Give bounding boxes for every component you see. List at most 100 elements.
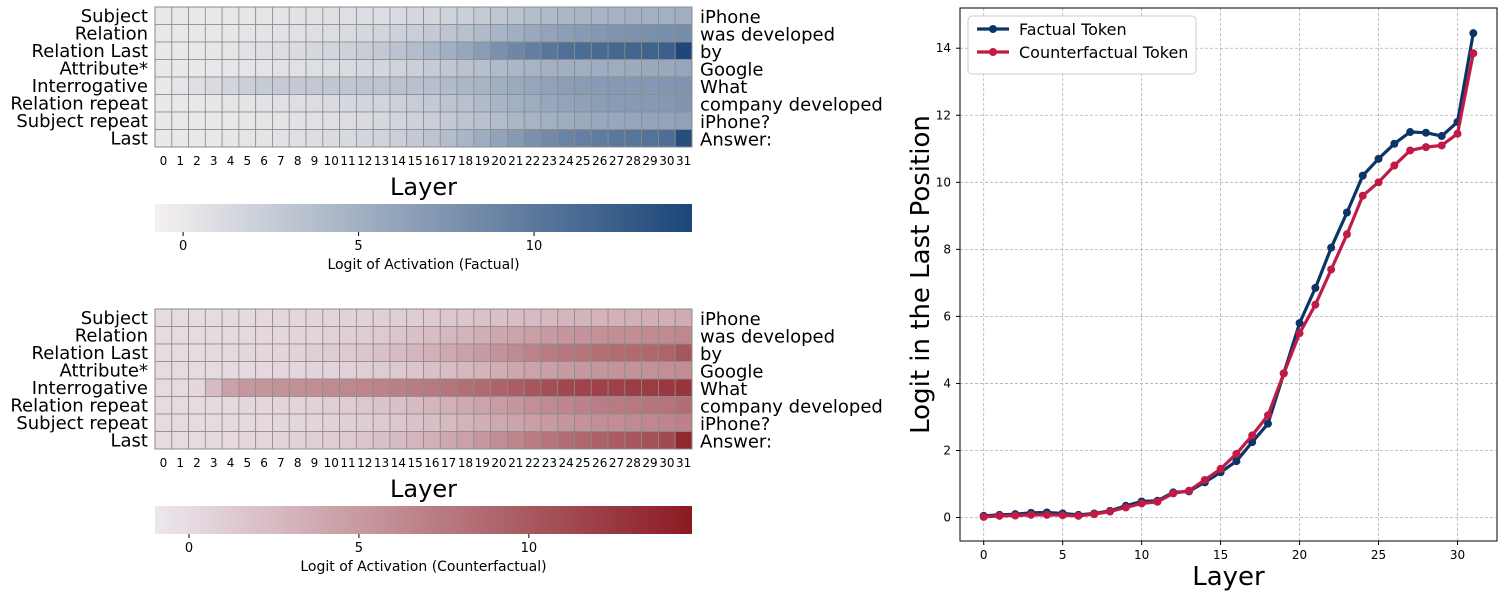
heatmap-cell: [171, 413, 189, 432]
heatmap-cell: [339, 413, 357, 432]
heatmap-cell: [423, 94, 441, 113]
heatmap-cell: [372, 24, 391, 43]
line-chart-last-position: 0 5 10 15 20 25 30 0 2 4 6 8 10 12 14 Layer Logit in the…: [906, 7, 1498, 592]
data-point: [1453, 129, 1462, 138]
heatmap-column-label: 21: [508, 456, 523, 470]
heatmap-cell: [288, 413, 307, 432]
heatmap-cell: [355, 94, 374, 113]
heatmap-cell: [154, 6, 173, 25]
heatmap-cell: [372, 111, 391, 130]
heatmap-cell: [574, 413, 592, 432]
heatmap-cell: [540, 6, 559, 25]
heatmap-cell: [439, 24, 458, 43]
heatmap-cell: [255, 308, 273, 327]
heatmap-cell: [372, 41, 391, 60]
heatmap-cell: [204, 59, 223, 78]
heatmap-cell: [456, 129, 475, 148]
heatmap-cell: [255, 413, 273, 432]
heatmap-cell: [272, 378, 290, 397]
heatmap-column-label: 29: [642, 154, 657, 168]
heatmap-cell: [255, 396, 273, 415]
y-tick-label: 0: [943, 511, 951, 525]
heatmap-cell: [255, 94, 273, 113]
heatmap-column-label: 16: [424, 456, 439, 470]
heatmap-cell: [674, 413, 693, 432]
legend-box: [967, 15, 1197, 75]
heatmap-cell: [574, 94, 592, 113]
colorbar-tick-label: 10: [521, 541, 538, 556]
heatmap-column-label: 24: [559, 154, 574, 168]
heatmap-cell: [154, 59, 173, 78]
heatmap-cell: [305, 431, 324, 450]
heatmap-cell: [238, 413, 257, 432]
heatmap-cell: [288, 76, 307, 95]
heatmap-cell: [288, 94, 307, 113]
heatmap-cell: [590, 111, 609, 130]
heatmap-cell: [607, 111, 626, 130]
heatmap-cell: [255, 41, 273, 60]
heatmap-cell: [641, 431, 659, 450]
heatmap-cell: [658, 308, 676, 327]
heatmap-cell: [490, 24, 508, 43]
series-line: [983, 32, 1475, 518]
heatmap-cell: [523, 6, 542, 25]
heatmap-cell: [607, 343, 626, 362]
heatmap-cell: [372, 343, 391, 362]
heatmap-cell: [339, 111, 357, 130]
heatmap-cell: [272, 308, 290, 327]
heatmap-cell: [355, 396, 374, 415]
heatmap-cell: [674, 396, 693, 415]
heatmap-column-label: 26: [592, 456, 607, 470]
data-point: [1327, 265, 1336, 274]
heatmap-cell: [305, 129, 324, 148]
heatmap-cell: [238, 24, 257, 43]
heatmap-cell: [406, 76, 424, 95]
heatmap-cell: [641, 94, 659, 113]
heatmap-cell: [406, 361, 424, 380]
heatmap-row-token: company developed: [700, 94, 883, 115]
heatmap-cell: [339, 76, 357, 95]
heatmap-cell: [574, 361, 592, 380]
heatmap-cell: [607, 59, 626, 78]
heatmap-cell: [540, 431, 559, 450]
heatmap-cell: [523, 41, 542, 60]
heatmap-cell: [272, 59, 290, 78]
data-point: [1169, 489, 1178, 498]
heatmap-column-label: 25: [575, 456, 590, 470]
heatmap-cell: [624, 396, 643, 415]
heatmap-cell: [507, 308, 525, 327]
heatmap-column-label: 0: [160, 154, 168, 168]
heatmap-cell: [557, 413, 575, 432]
heatmap-cell: [255, 343, 273, 362]
heatmap-cell: [641, 111, 659, 130]
heatmap-column-label: 31: [676, 154, 691, 168]
heatmap-cell: [423, 378, 441, 397]
heatmap-column-label: 3: [210, 456, 218, 470]
heatmap-cell: [624, 24, 643, 43]
heatmap-cell: [523, 59, 542, 78]
heatmap-cell: [238, 361, 257, 380]
heatmap-cell: [423, 431, 441, 450]
heatmap-cell: [607, 24, 626, 43]
heatmap-cell: [490, 129, 508, 148]
heatmap-cell: [507, 41, 525, 60]
heatmap-row-token: was developed: [700, 24, 835, 45]
heatmap-cell: [523, 308, 542, 327]
colorbar: [155, 506, 692, 534]
heatmap-cell: [322, 378, 340, 397]
heatmap-column-label: 15: [407, 456, 422, 470]
heatmap-column-label: 24: [559, 456, 574, 470]
heatmap-cell: [322, 41, 340, 60]
heatmap-cell: [674, 129, 693, 148]
heatmap-row-label: Relation Last: [32, 41, 149, 62]
heatmap-cell: [557, 431, 575, 450]
heatmap-column-label: 10: [324, 456, 339, 470]
heatmap-cell: [641, 361, 659, 380]
heatmap-cell: [305, 326, 324, 345]
heatmap-cell: [540, 326, 559, 345]
heatmap-cell: [355, 41, 374, 60]
heatmap-cell: [641, 326, 659, 345]
heatmap-frame: [154, 308, 693, 450]
heatmap-x-axis-title: Layer: [390, 173, 457, 201]
heatmap-cell: [473, 76, 492, 95]
